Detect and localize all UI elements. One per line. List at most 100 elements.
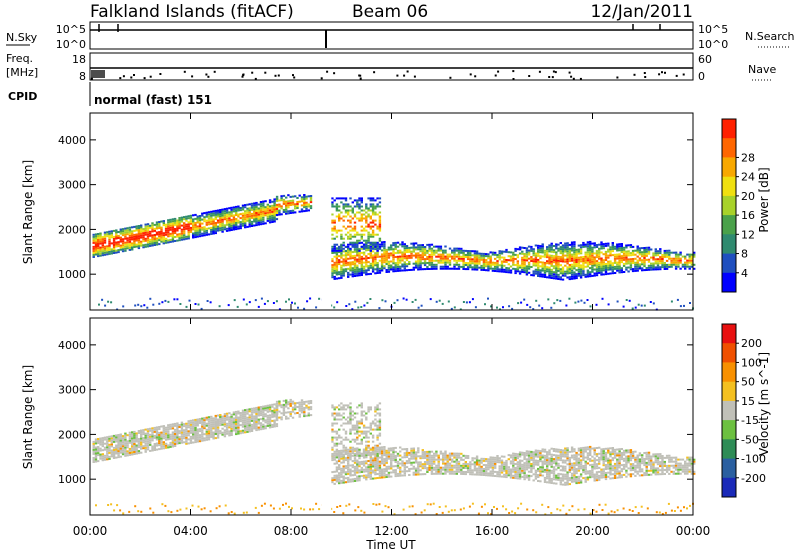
power-near-cell [158, 302, 161, 305]
power-cell [408, 263, 411, 265]
power-cell [489, 267, 492, 270]
velocity-cell [437, 468, 440, 471]
power-cell [333, 275, 336, 278]
velocity-cell [223, 431, 227, 434]
power-cell [221, 224, 224, 227]
power-cell [403, 269, 406, 272]
velocity-cell [101, 445, 104, 448]
power-near-cell [429, 298, 432, 301]
velocity-cell [351, 464, 354, 467]
power-cell [140, 224, 143, 227]
power-cell [482, 267, 486, 269]
power-cell [380, 259, 384, 262]
power-cell [158, 221, 161, 223]
velocity-cell [124, 434, 127, 437]
velocity-cell [296, 406, 299, 408]
power-cell [396, 269, 400, 272]
power-cell [618, 265, 621, 268]
power-cell [430, 251, 434, 254]
power-cell [244, 220, 247, 223]
velocity-cell [155, 444, 159, 447]
power-cell [681, 265, 685, 268]
power-cell [365, 215, 368, 218]
power-cell [570, 249, 574, 252]
velocity-cell [112, 457, 116, 459]
power-cell [584, 251, 587, 254]
velocity-cell [380, 458, 384, 461]
velocity-cell [414, 453, 418, 456]
velocity-cell [237, 422, 240, 425]
velocity-cell [378, 474, 382, 477]
power-cell [561, 246, 565, 249]
power-cell [259, 213, 263, 216]
velocity-cell [410, 453, 413, 456]
velocity-cell [285, 399, 288, 402]
power-cell [690, 261, 694, 264]
velocity-cell [435, 452, 438, 455]
velocity-cell [158, 442, 161, 445]
velocity-cell [223, 435, 227, 438]
velocity-cell [133, 430, 136, 433]
velocity-cell [419, 457, 422, 460]
power-cell [198, 229, 202, 232]
power-cell [338, 251, 341, 253]
velocity-cell [358, 479, 361, 482]
power-cell [228, 215, 231, 218]
velocity-cell [340, 481, 343, 484]
power-cell [419, 254, 422, 257]
power-cell [358, 197, 361, 200]
velocity-cell [244, 425, 247, 428]
velocity-cell [119, 445, 122, 448]
power-cell [507, 269, 510, 272]
power-cell [115, 235, 118, 238]
power-cell [385, 258, 388, 261]
power-colorbar-label: 4 [741, 267, 748, 280]
power-cell [589, 242, 592, 245]
velocity-cell [523, 456, 526, 458]
power-cell [668, 263, 671, 266]
velocity-cell [244, 413, 247, 416]
power-cell [371, 246, 375, 249]
velocity-cell [216, 422, 220, 425]
power-cell [128, 230, 132, 233]
power-cell [629, 258, 633, 261]
velocity-cell [137, 442, 141, 445]
power-cell [557, 263, 560, 266]
power-cell [153, 229, 156, 232]
power-cell [110, 236, 113, 239]
velocity-cell [296, 402, 299, 404]
power-cell [264, 210, 267, 213]
velocity-cell [428, 462, 431, 465]
power-cell [128, 234, 132, 237]
velocity-cell [189, 429, 193, 432]
power-cell [629, 260, 633, 263]
velocity-cell [253, 411, 256, 414]
power-cell [444, 263, 447, 266]
power-cell [365, 241, 368, 244]
nave-dot [570, 75, 573, 78]
power-cell [439, 245, 443, 248]
power-cell [679, 259, 682, 262]
power-cell [353, 233, 357, 236]
power-cell [331, 203, 334, 206]
velocity-cell [387, 451, 391, 454]
power-cell [514, 249, 517, 252]
power-cell [173, 236, 177, 238]
power-cell [253, 220, 256, 223]
power-cell [604, 269, 608, 271]
velocity-cell [183, 433, 186, 436]
power-cell [133, 244, 136, 246]
velocity-cell [223, 421, 227, 424]
velocity-cell [262, 407, 265, 410]
velocity-cell [374, 477, 377, 480]
velocity-cell [248, 410, 251, 413]
power-cell [356, 211, 359, 214]
velocity-cell [264, 425, 267, 428]
velocity-cell [214, 414, 217, 417]
velocity-cell [367, 472, 370, 475]
power-cell [550, 277, 553, 279]
velocity-cell [119, 455, 122, 458]
power-cell [264, 212, 267, 215]
velocity-cell [303, 411, 306, 414]
power-cell [548, 276, 551, 279]
